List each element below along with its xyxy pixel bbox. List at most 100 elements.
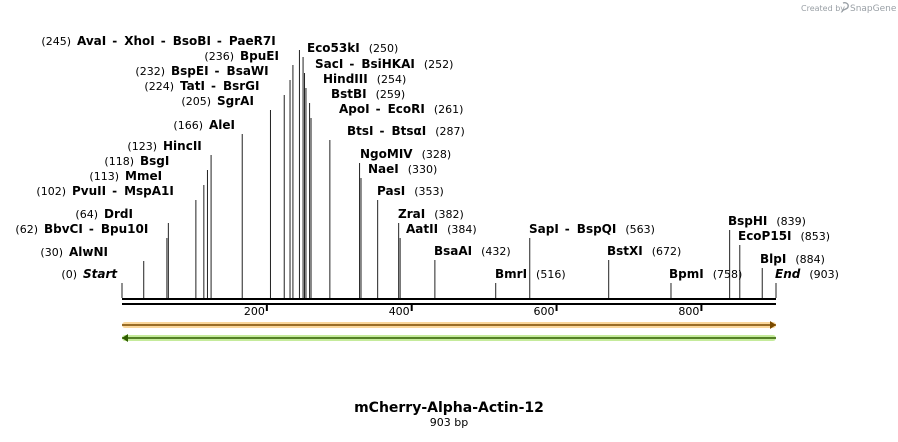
site-position: (328) xyxy=(422,148,452,161)
site-position: (236) xyxy=(204,50,234,63)
enzyme-name: Eco53kI xyxy=(307,41,360,55)
enzyme-name: BpuEI xyxy=(240,49,279,63)
enzyme-name: HincII xyxy=(163,139,202,153)
enzyme-name: EcoRI xyxy=(388,102,425,116)
site-start[interactable]: (0) Start xyxy=(61,267,118,281)
enzyme-name: HindIII xyxy=(323,72,368,86)
site-position: (330) xyxy=(408,163,438,176)
name-separator: - xyxy=(380,124,385,138)
enzyme-name: SgrAI xyxy=(217,94,254,108)
enzyme-name: BtsαI xyxy=(392,124,427,138)
site-bstxi[interactable]: BstXI (672) xyxy=(607,244,681,258)
site-ngomiv[interactable]: NgoMIV (328) xyxy=(360,147,451,161)
site-position: (261) xyxy=(434,103,464,116)
ruler-tick-label: 400 xyxy=(389,305,410,318)
plasmid-name: mCherry-Alpha-Actin-12 xyxy=(354,400,544,416)
enzyme-name: Start xyxy=(83,267,118,281)
enzyme-name: AleI xyxy=(209,118,235,132)
ruler-tick-label: 200 xyxy=(244,305,265,318)
enzyme-name: AatII xyxy=(406,222,438,236)
enzyme-name: BstBI xyxy=(331,87,367,101)
site-naei[interactable]: NaeI (330) xyxy=(368,162,437,176)
site-aatii[interactable]: AatII (384) xyxy=(406,222,477,236)
enzyme-name: BpmI xyxy=(669,267,704,281)
site-position: (166) xyxy=(173,119,203,132)
site-position: (353) xyxy=(414,185,444,198)
name-separator: - xyxy=(161,34,166,48)
site-position: (884) xyxy=(795,253,825,266)
site-position: (287) xyxy=(435,125,465,138)
enzyme-name: BstXI xyxy=(607,244,643,258)
site-saci-bsihkai[interactable]: SacI - BsiHKAI (252) xyxy=(315,57,453,71)
enzyme-name: TatI xyxy=(180,79,205,93)
plasmid-length: 903 bp xyxy=(430,416,468,429)
forward-feature[interactable] xyxy=(122,321,776,329)
site-bspei-bsawi[interactable]: (232) BspEI - BsaWI xyxy=(135,64,268,78)
ruler: 200 400 600 800 xyxy=(244,305,703,318)
name-separator: - xyxy=(211,79,216,93)
enzyme-name: BlpI xyxy=(760,252,786,266)
site-pvuii-mspa1i[interactable]: (102) PvuII - MspA1I xyxy=(36,184,173,198)
name-separator: - xyxy=(349,57,354,71)
site-alei[interactable]: (166) AleI xyxy=(173,118,235,132)
site-position: (432) xyxy=(481,245,511,258)
site-bmri[interactable]: BmrI (516) xyxy=(495,267,566,281)
enzyme-name: EcoP15I xyxy=(738,229,792,243)
site-bsaai[interactable]: BsaAI (432) xyxy=(434,244,511,258)
site-position: (758) xyxy=(713,268,743,281)
site-position: (250) xyxy=(369,42,399,55)
site-position: (113) xyxy=(89,170,119,183)
site-position: (62) xyxy=(15,223,38,236)
site-position: (903) xyxy=(809,268,839,281)
enzyme-name: BsrGI xyxy=(223,79,260,93)
site-hindiii[interactable]: HindIII (254) xyxy=(323,72,406,86)
site-position: (516) xyxy=(536,268,566,281)
site-end[interactable]: End (903) xyxy=(775,267,839,281)
site-lines xyxy=(121,50,777,298)
site-position: (254) xyxy=(377,73,407,86)
site-drdi[interactable]: (64) DrdI xyxy=(75,207,133,221)
site-sapi-bspqi[interactable]: SapI - BspQI (563) xyxy=(529,222,655,236)
site-position: (382) xyxy=(434,208,464,221)
site-pasi[interactable]: PasI (353) xyxy=(377,184,444,198)
site-ecop15i[interactable]: EcoP15I (853) xyxy=(738,229,830,243)
site-position: (224) xyxy=(144,80,174,93)
enzyme-name: MspA1I xyxy=(124,184,174,198)
site-tati-bsrgi[interactable]: (224) TatI - BsrGI xyxy=(144,79,259,93)
enzyme-name: PasI xyxy=(377,184,405,198)
enzyme-name: BspHI xyxy=(728,214,767,228)
site-apoi-ecori[interactable]: ApoI - EcoRI (261) xyxy=(339,102,463,116)
site-hincii[interactable]: (123) HincII xyxy=(127,139,201,153)
site-eco53ki[interactable]: Eco53kI (250) xyxy=(307,41,398,55)
site-bpmi[interactable]: BpmI (758) xyxy=(669,267,742,281)
site-blpi[interactable]: BlpI (884) xyxy=(760,252,825,266)
site-position: (563) xyxy=(625,223,655,236)
site-position: (0) xyxy=(61,268,77,281)
site-position: (118) xyxy=(104,155,134,168)
site-bsgi[interactable]: (118) BsgI xyxy=(104,154,169,168)
feature-tracks xyxy=(122,321,776,342)
site-bbvci-bpu10i[interactable]: (62) BbvCI - Bpu10I xyxy=(15,222,148,236)
site-mmei[interactable]: (113) MmeI xyxy=(89,169,162,183)
enzyme-name: AlwNI xyxy=(69,245,108,259)
site-bsphi[interactable]: BspHI (839) xyxy=(728,214,806,228)
site-bpuei[interactable]: (236) BpuEI xyxy=(204,49,279,63)
site-position: (205) xyxy=(181,95,211,108)
enzyme-name: AvaI xyxy=(77,34,106,48)
site-zrai[interactable]: ZraI (382) xyxy=(398,207,464,221)
enzyme-name: ApoI xyxy=(339,102,370,116)
enzyme-name: BsoBI xyxy=(173,34,211,48)
site-btsi-btsαi[interactable]: BtsI - BtsαI (287) xyxy=(347,124,465,138)
site-position: (252) xyxy=(424,58,454,71)
site-bstbi[interactable]: BstBI (259) xyxy=(331,87,405,101)
site-position: (30) xyxy=(40,246,63,259)
site-sgrai[interactable]: (205) SgrAI xyxy=(181,94,254,108)
site-position: (839) xyxy=(776,215,806,228)
enzyme-name: SapI xyxy=(529,222,559,236)
enzyme-name: End xyxy=(775,267,801,281)
site-avai-xhoi-bsobi-paer7i[interactable]: (245) AvaI - XhoI - BsoBI - PaeR7I xyxy=(41,34,275,48)
reverse-feature[interactable] xyxy=(122,334,776,342)
site-alwni[interactable]: (30) AlwNI xyxy=(40,245,108,259)
